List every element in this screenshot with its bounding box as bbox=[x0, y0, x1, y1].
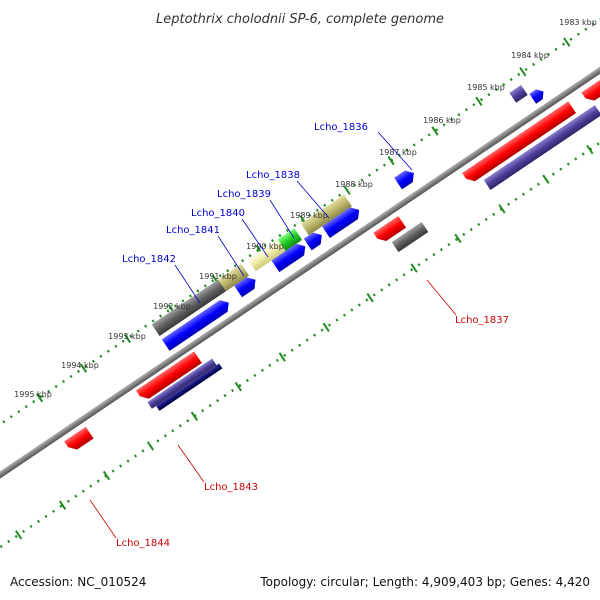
gene-blue-lcho-1839[interactable] bbox=[303, 229, 326, 251]
genome-backbone bbox=[0, 47, 600, 500]
scale-tick bbox=[542, 174, 550, 184]
kbp-label: 1995 kbp bbox=[14, 390, 52, 399]
leader-line-lcho-1841 bbox=[217, 235, 245, 277]
map-title: Leptothrix cholodnii SP-6, complete geno… bbox=[156, 12, 444, 27]
leader-line-lcho-1836 bbox=[377, 131, 413, 171]
inner-scale-ticks bbox=[15, 144, 594, 540]
forward-leader-lines bbox=[174, 131, 413, 304]
feature-purple-forward[interactable] bbox=[509, 84, 528, 103]
scale-tick bbox=[278, 352, 286, 362]
genome-track bbox=[0, 14, 600, 549]
scale-tick bbox=[343, 185, 351, 195]
outer-scale-line bbox=[0, 14, 600, 464]
scale-tick bbox=[586, 144, 594, 155]
kbp-labels: 1983 kbp 1984 kbp 1985 kbp 1986 kbp 1987… bbox=[14, 18, 597, 399]
gene-label-lcho-1842[interactable]: Lcho_1842 bbox=[122, 254, 176, 265]
gene-blue-forward-end[interactable] bbox=[529, 87, 546, 104]
inner-scale-line bbox=[0, 98, 600, 549]
reverse-leader-lines bbox=[89, 279, 457, 539]
leader-line-lcho-1843 bbox=[177, 444, 205, 483]
kbp-label: 1984 kbp bbox=[511, 51, 549, 60]
gene-label-lcho-1837[interactable]: Lcho_1837 bbox=[455, 315, 509, 326]
feature-green-forward[interactable] bbox=[277, 228, 303, 252]
gene-label-lcho-1844[interactable]: Lcho_1844 bbox=[116, 538, 170, 549]
kbp-label: 1992 kbp bbox=[153, 302, 191, 311]
topology-text: Topology: circular; Length: 4,909,403 bp… bbox=[259, 575, 590, 589]
gene-red-small[interactable] bbox=[64, 426, 94, 453]
feature-navy-lcho-1843[interactable] bbox=[156, 363, 223, 411]
feature-gray-forward[interactable] bbox=[151, 274, 235, 337]
gene-red-reverse-long[interactable] bbox=[462, 101, 577, 184]
kbp-label: 1983 kbp bbox=[559, 18, 597, 27]
leader-line-lcho-1838 bbox=[296, 180, 330, 219]
gene-label-lcho-1836[interactable]: Lcho_1836 bbox=[314, 122, 368, 133]
leader-line-lcho-1844 bbox=[89, 499, 117, 539]
leader-line-lcho-1840 bbox=[241, 218, 269, 258]
gene-red-lcho-1843[interactable] bbox=[136, 351, 202, 402]
scale-tick bbox=[146, 441, 155, 451]
gene-label-lcho-1841[interactable]: Lcho_1841 bbox=[166, 225, 220, 236]
gene-blue-lcho-1840[interactable] bbox=[271, 240, 309, 273]
scale-tick bbox=[123, 333, 132, 344]
kbp-label: 1994 kbp bbox=[61, 361, 99, 370]
scale-tick bbox=[563, 37, 571, 47]
leader-line-lcho-1842 bbox=[174, 264, 201, 304]
feature-purple-reverse-long[interactable] bbox=[483, 105, 600, 191]
leader-line-lcho-1837 bbox=[426, 279, 457, 316]
kbp-label: 1991 kbp bbox=[199, 272, 237, 281]
gene-blue-lcho-1836[interactable] bbox=[394, 167, 418, 190]
scale-tick bbox=[387, 155, 395, 166]
scale-tick bbox=[35, 392, 44, 403]
kbp-label: 1993 kbp bbox=[108, 332, 146, 341]
gene-red-reverse-end[interactable] bbox=[581, 79, 600, 104]
kbp-label: 1987 kbp bbox=[379, 148, 417, 157]
scale-tick bbox=[15, 530, 23, 540]
kbp-label: 1990 kbp bbox=[246, 242, 284, 251]
kbp-label: 1988 kbp bbox=[335, 180, 373, 189]
gene-label-lcho-1840[interactable]: Lcho_1840 bbox=[191, 208, 245, 219]
scale-tick bbox=[322, 322, 330, 333]
scale-tick bbox=[79, 363, 88, 373]
gene-label-lcho-1839[interactable]: Lcho_1839 bbox=[217, 189, 271, 200]
leader-line-lcho-1839 bbox=[269, 199, 295, 239]
kbp-label: 1986 kbp bbox=[423, 116, 461, 125]
gene-label-lcho-1843[interactable]: Lcho_1843 bbox=[204, 482, 258, 493]
scale-tick bbox=[454, 233, 462, 244]
kbp-label: 1989 kbp bbox=[290, 211, 328, 220]
scale-tick bbox=[102, 470, 111, 481]
scale-tick bbox=[410, 263, 418, 273]
scale-tick bbox=[190, 411, 199, 421]
feature-olive-forward[interactable] bbox=[218, 264, 250, 292]
scale-tick bbox=[498, 204, 506, 214]
accession-text: Accession: NC_010524 bbox=[10, 575, 146, 589]
gene-labels: Lcho_1836 Lcho_1837 Lcho_1838 Lcho_1839 … bbox=[116, 122, 509, 549]
scale-tick bbox=[234, 381, 242, 392]
gene-blue-lcho-1842[interactable] bbox=[161, 297, 233, 351]
kbp-label: 1985 kbp bbox=[467, 83, 505, 92]
gene-blue-lcho-1841[interactable] bbox=[234, 274, 259, 298]
scale-tick bbox=[366, 293, 374, 303]
feature-gray-lcho-1837[interactable] bbox=[391, 221, 429, 253]
scale-tick bbox=[475, 96, 483, 107]
feature-purple-lcho-1843[interactable] bbox=[147, 358, 217, 409]
feature-pale-yellow-forward[interactable] bbox=[247, 238, 288, 272]
scale-tick bbox=[431, 126, 439, 136]
gene-label-lcho-1838[interactable]: Lcho_1838 bbox=[246, 170, 300, 181]
gene-red-lcho-1837[interactable] bbox=[373, 216, 407, 244]
scale-tick bbox=[58, 500, 67, 510]
scale-tick bbox=[519, 66, 527, 77]
gene-blue-lcho-1838[interactable] bbox=[322, 204, 363, 239]
